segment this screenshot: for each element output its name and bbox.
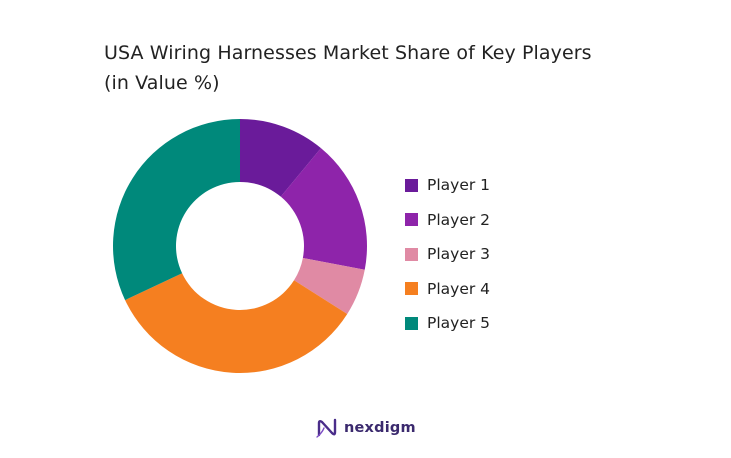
- chart-title: USA Wiring Harnesses Market Share of Key…: [104, 38, 664, 98]
- legend-item-player-2: Player 2: [405, 203, 490, 238]
- legend-swatch: [405, 282, 418, 296]
- legend-swatch: [405, 213, 418, 227]
- legend-swatch: [405, 316, 418, 330]
- donut-chart: [112, 119, 367, 373]
- legend-swatch: [405, 178, 418, 192]
- brand-logo: nexdigm: [316, 417, 416, 439]
- donut-slice-player-1: [240, 119, 321, 197]
- legend-label: Player 1: [427, 176, 491, 195]
- legend-swatch: [405, 247, 418, 261]
- legend-item-player-4: Player 4: [405, 272, 490, 307]
- legend-item-player-3: Player 3: [405, 237, 490, 272]
- chart-legend: Player 1 Player 2 Player 3 Player 4 Player 5: [405, 168, 490, 341]
- brand-name: nexdigm: [344, 420, 416, 436]
- donut-slice-player-3: [294, 257, 365, 315]
- donut-slice-player-4: [125, 273, 348, 373]
- legend-label: Player 5: [427, 314, 491, 333]
- nexdigm-logo-icon: [316, 418, 337, 438]
- legend-item-player-5: Player 5: [405, 306, 490, 341]
- chart-title-line-1: USA Wiring Harnesses Market Share of Key…: [104, 42, 592, 64]
- legend-label: Player 4: [427, 279, 491, 298]
- legend-item-player-1: Player 1: [405, 168, 490, 203]
- donut-slice-player-2: [280, 148, 367, 270]
- chart-title-line-2: (in Value %): [104, 72, 220, 94]
- legend-label: Player 2: [427, 210, 491, 229]
- legend-label: Player 3: [427, 245, 491, 264]
- donut-slice-player-5: [112, 119, 240, 301]
